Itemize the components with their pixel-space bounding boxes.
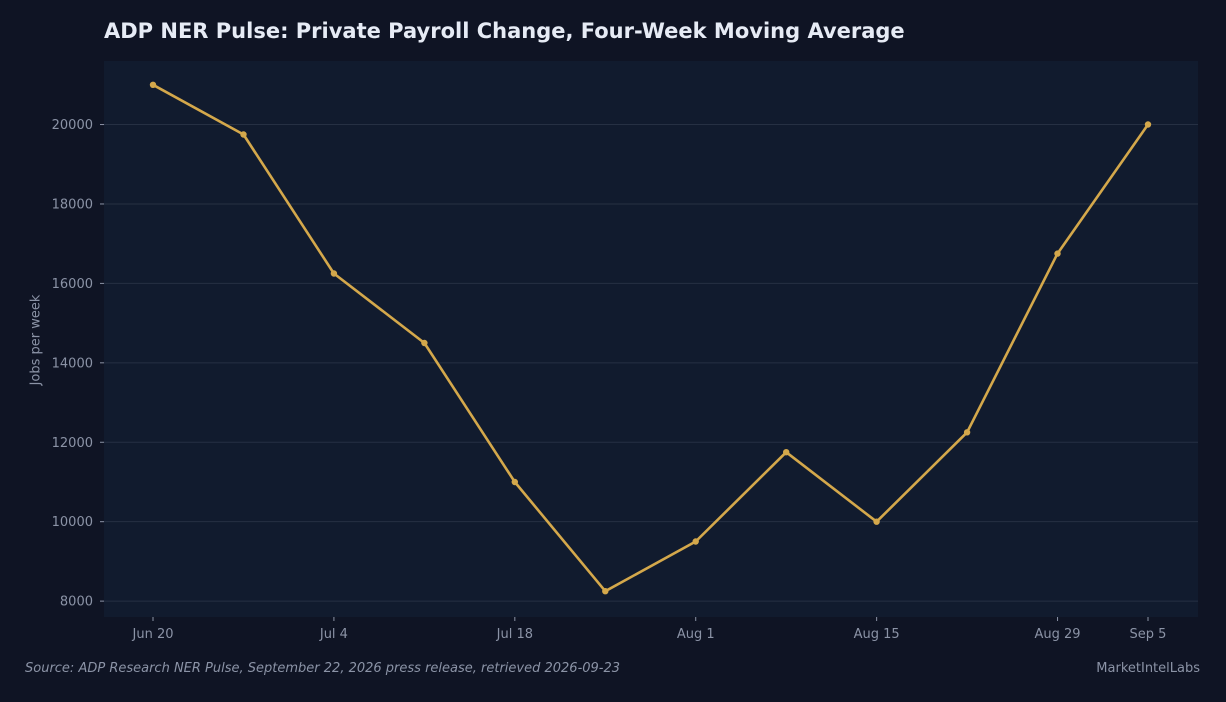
y-tick-label: 18000: [52, 197, 93, 212]
y-tick-label: 8000: [60, 595, 93, 610]
y-axis-ticks: 8000 10000 12000 14000 16000 18000 20000: [52, 118, 104, 610]
data-point: [149, 81, 157, 89]
y-tick-label: 20000: [52, 118, 93, 133]
data-point: [1144, 121, 1152, 128]
y-tick-label: 16000: [52, 277, 93, 292]
data-point: [330, 270, 338, 277]
chart-title: ADP NER Pulse: Private Payroll Change, F…: [104, 19, 905, 43]
series-layer: [149, 81, 1152, 595]
data-point: [240, 131, 247, 138]
x-tick-label: Jul 18: [496, 627, 533, 642]
data-point: [873, 518, 880, 525]
gridlines: [104, 124, 1198, 602]
x-axis-ticks: Jun 20 Jul 4 Jul 18 Aug 1 Aug 15 Aug 29 Sep 5: [132, 617, 1167, 642]
data-point: [963, 429, 971, 436]
data-point: [783, 449, 790, 456]
x-tick-label: Aug 15: [854, 627, 900, 642]
y-tick-label: 10000: [52, 515, 93, 530]
x-tick-label: Jul 4: [319, 627, 348, 642]
source-note: Source: ADP Research NER Pulse, Septembe…: [25, 661, 621, 676]
brand-label: MarketIntelLabs: [1096, 661, 1200, 676]
data-point: [1054, 250, 1061, 257]
x-tick-label: Sep 5: [1130, 627, 1167, 642]
plot-area: [104, 61, 1198, 617]
data-point: [602, 588, 609, 595]
y-tick-label: 14000: [52, 356, 93, 371]
x-tick-label: Jun 20: [132, 627, 174, 642]
series-line: [151, 83, 1150, 593]
data-point: [511, 478, 518, 486]
y-tick-label: 12000: [52, 436, 93, 451]
x-tick-label: Aug 29: [1035, 627, 1081, 642]
x-tick-label: Aug 1: [677, 627, 715, 642]
data-point: [692, 538, 699, 545]
data-point: [421, 339, 428, 347]
